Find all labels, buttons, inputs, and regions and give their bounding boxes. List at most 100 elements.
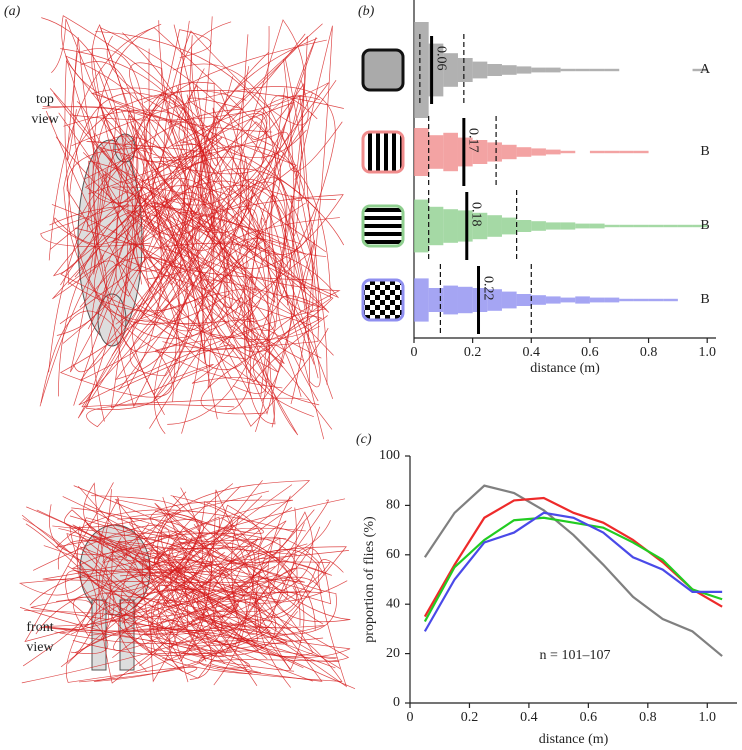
trajectory [74,569,304,669]
trajectory [98,555,269,684]
histogram-bar [648,298,664,302]
histogram-bar [501,65,517,75]
trajectory [81,61,311,353]
y-axis-label: proportion of flies (%) [362,516,377,643]
histogram-bar [516,294,532,306]
x-tick-label: 0.6 [581,345,599,360]
x-tick-label: 0.8 [639,710,657,725]
histogram-bar [589,223,605,229]
y-tick-label: 0 [393,695,400,710]
histogram-bar [487,215,502,237]
stimulus-icon [361,48,405,92]
trajectory [65,55,243,370]
x-tick-label: 0.6 [580,710,598,725]
trajectory [117,541,247,686]
trajectory [96,498,329,679]
panel-label: (b) [358,4,375,19]
trajectory [22,599,288,667]
histogram-bar [531,295,546,305]
trajectory [69,82,330,435]
trajectory [48,27,298,261]
trajectory [114,498,316,680]
trajectory [65,523,198,683]
trajectory [86,39,327,232]
trajectory [174,559,348,688]
median-label: 0.22 [480,276,495,301]
histogram-bar [575,68,590,72]
trajectory [106,35,298,211]
histogram-bar [428,288,444,312]
stimulus-icon [361,204,405,248]
line-series [423,516,723,623]
trajectory [172,495,351,623]
trajectory [234,254,319,379]
trajectory [93,90,248,275]
trajectory [73,16,213,373]
trajectory [19,607,313,682]
trajectory [112,599,189,683]
trajectory [84,157,253,361]
histogram-bar [516,147,532,157]
histogram-bar [560,150,576,154]
significance-letter: B [700,292,709,307]
view-label: top [36,92,54,107]
trajectory [60,501,264,634]
line-series [423,511,723,632]
x-tick-label: 1.0 [699,710,717,725]
stimulus-icon [361,130,405,174]
view-label: view [26,640,54,655]
trajectory [145,149,340,299]
x-tick-label: 0.8 [640,345,658,360]
y-tick-label: 20 [386,646,400,661]
histogram-bar [443,285,458,315]
trajectory [197,507,325,640]
trajectory [64,59,249,325]
trajectory [150,499,294,602]
x-tick-label: 0.4 [520,710,538,725]
histogram-bar [457,58,473,82]
trajectory [130,118,327,257]
histogram-bar [677,224,693,228]
x-tick-label: 0.4 [523,345,541,360]
stimulus-icon [361,278,405,322]
trajectory [158,178,305,362]
histogram-bar [633,224,649,228]
trajectory [163,30,309,383]
histogram-bar [443,209,458,243]
trajectory [49,177,288,356]
histogram-bar [619,298,634,302]
histogram-bar [501,144,517,160]
trajectory [111,484,293,672]
trajectory [120,504,262,667]
trajectory [91,495,181,563]
trajectory [140,121,281,309]
trajectory [74,181,287,382]
trajectory [51,202,306,377]
trajectory [53,92,295,397]
histogram-bar [589,150,605,154]
trajectory [112,180,302,397]
histogram-bar [604,68,620,72]
histogram-bar [531,67,546,73]
x-axis-label: distance (m) [530,361,600,376]
histogram-bar [414,22,429,118]
trajectory [67,92,263,312]
trajectory [74,156,340,317]
y-tick-label: 80 [386,498,400,513]
histogram-bar [545,296,561,304]
trajectory [55,480,311,665]
trajectory [200,92,323,415]
trajectory [73,522,305,658]
histogram-bar [589,297,605,303]
trajectory [167,35,308,425]
trajectory [83,482,253,634]
trajectory [132,315,328,416]
trajectory [172,35,337,402]
trajectory [115,23,323,297]
histogram-bar [663,224,678,228]
line-series [423,484,723,657]
trajectory [154,502,239,630]
y-tick-label: 40 [386,596,400,611]
trajectory [75,498,346,653]
